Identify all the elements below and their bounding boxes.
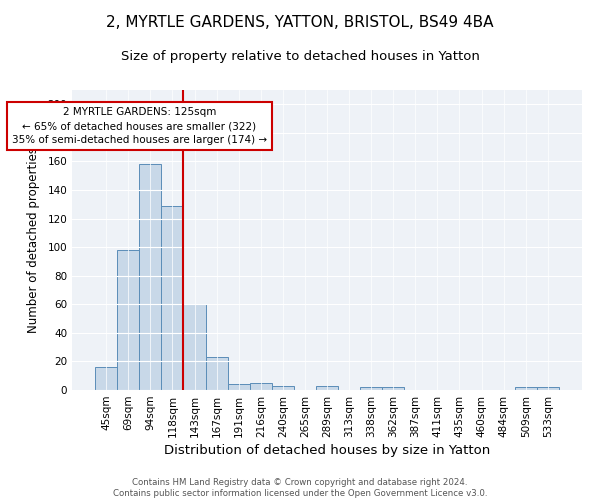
Bar [316, 386, 338, 390]
Bar [161, 206, 184, 390]
Bar [250, 383, 272, 390]
Bar [272, 386, 294, 390]
Bar [184, 304, 206, 390]
Bar [360, 387, 382, 390]
Bar [117, 250, 139, 390]
Text: 2 MYRTLE GARDENS: 125sqm
← 65% of detached houses are smaller (322)
35% of semi-: 2 MYRTLE GARDENS: 125sqm ← 65% of detach… [12, 107, 267, 145]
Text: Size of property relative to detached houses in Yatton: Size of property relative to detached ho… [121, 50, 479, 63]
Bar [139, 164, 161, 390]
Text: 2, MYRTLE GARDENS, YATTON, BRISTOL, BS49 4BA: 2, MYRTLE GARDENS, YATTON, BRISTOL, BS49… [106, 15, 494, 30]
Bar [206, 357, 227, 390]
X-axis label: Distribution of detached houses by size in Yatton: Distribution of detached houses by size … [164, 444, 490, 457]
Bar [515, 387, 537, 390]
Bar [95, 367, 117, 390]
Text: Contains HM Land Registry data © Crown copyright and database right 2024.
Contai: Contains HM Land Registry data © Crown c… [113, 478, 487, 498]
Bar [227, 384, 250, 390]
Y-axis label: Number of detached properties: Number of detached properties [28, 147, 40, 333]
Bar [537, 387, 559, 390]
Bar [382, 387, 404, 390]
